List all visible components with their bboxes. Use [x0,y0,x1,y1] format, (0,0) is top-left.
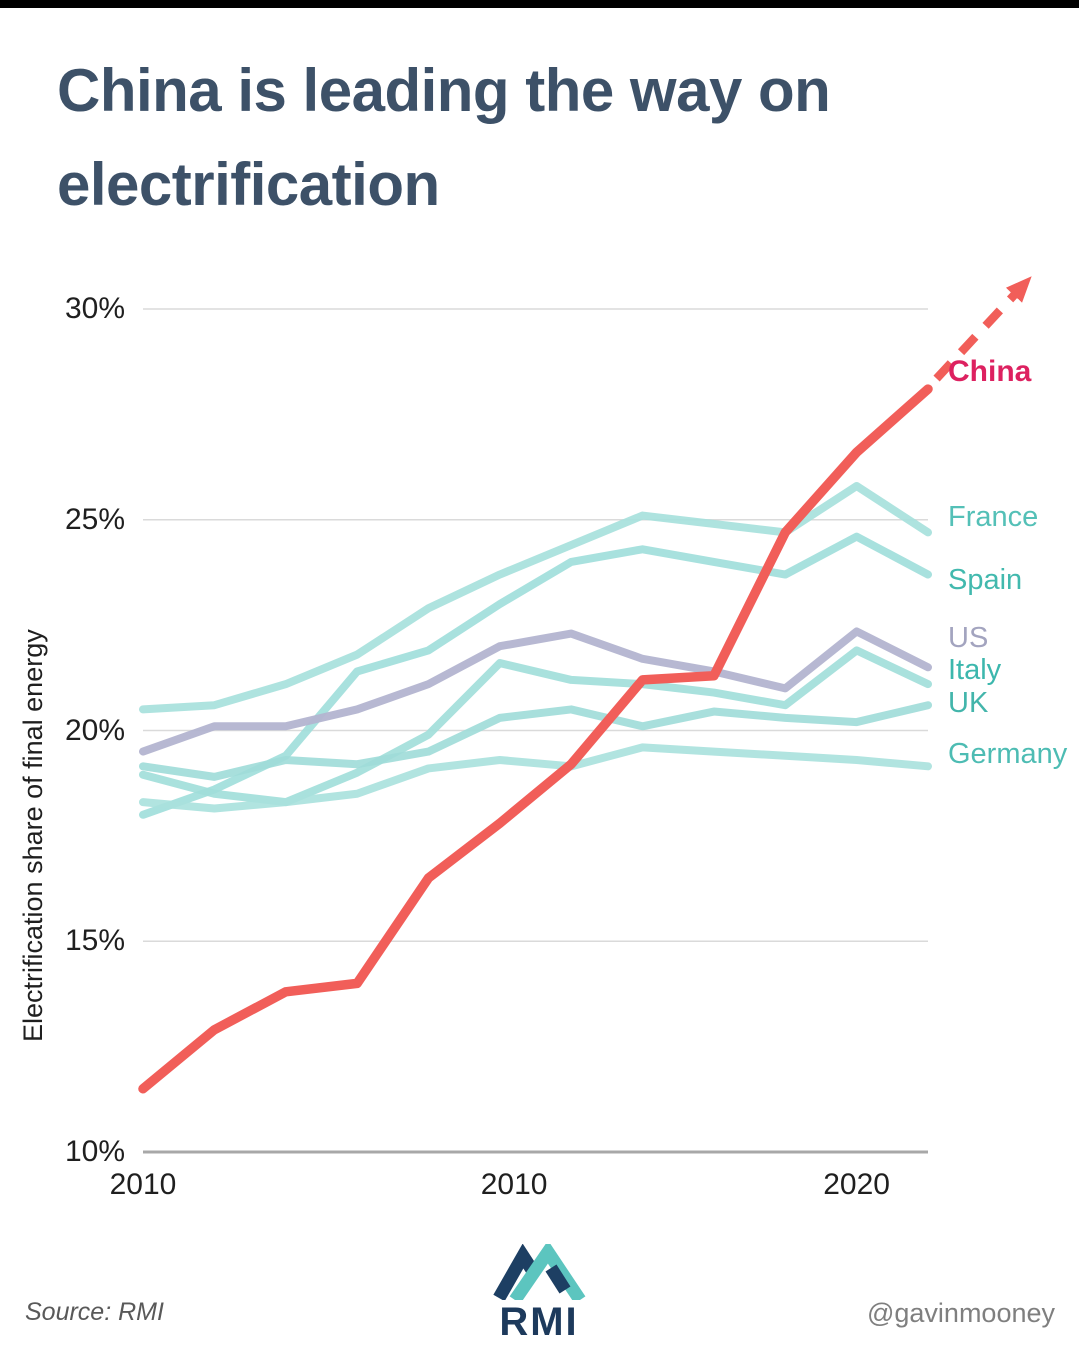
y-tick-label: 20% [64,713,125,747]
line-china-projection [933,276,1032,382]
rmi-logo-icon [493,1240,586,1304]
top-border [0,0,1079,8]
gridlines [143,308,928,1154]
logo-teal-peak [509,1240,586,1304]
series-label-germany: Germany [948,737,1068,770]
line-germany [139,743,932,813]
line-china [138,384,933,1094]
rmi-logo-text: RMI [499,1300,579,1344]
series-label-china: China [948,355,1032,389]
series-label-spain: Spain [948,563,1023,596]
y-tick-label: 15% [64,924,125,958]
series-label-france: France [948,500,1039,533]
twitter-handle: @gavinmooney [866,1298,1055,1328]
y-tick-label: 30% [64,292,125,325]
x-tick-label: 2020 [823,1168,890,1201]
y-tick-label: 10% [64,1135,125,1168]
line-uk [139,701,932,781]
series-label-italy: Italy [948,654,1002,687]
series-label-uk: UK [948,686,989,719]
series-lines [138,276,1032,1094]
x-tick-label: 2010 [480,1168,548,1201]
chart-title: China is leading the way on electrificat… [57,57,831,218]
source-credit: Source: RMI [25,1298,164,1326]
logo-navy-accent [545,1264,571,1294]
x-tick-label: 2010 [109,1168,177,1201]
line-spain [139,532,932,819]
series-label-us: US [948,622,989,655]
line-us [139,627,932,756]
y-tick-label: 25% [64,502,125,536]
rmi-logo: RMI [491,1240,587,1344]
